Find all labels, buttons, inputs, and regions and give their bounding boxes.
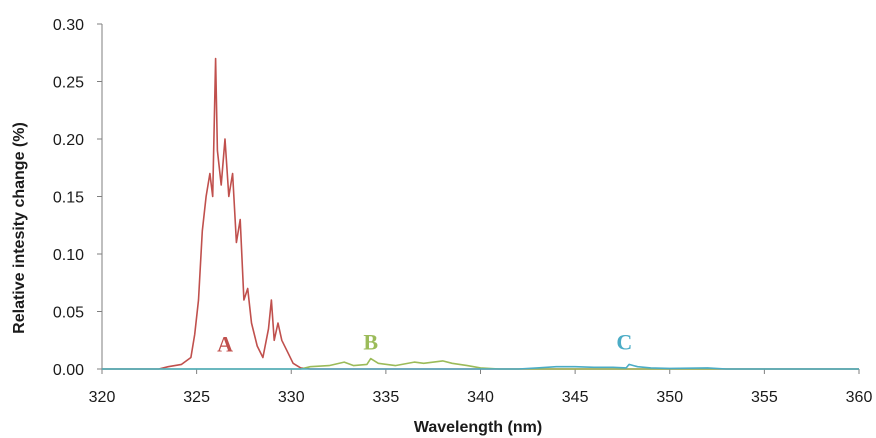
x-tick-label: 355 [751, 389, 778, 406]
y-tick-label: 0.05 [53, 305, 84, 322]
x-axis: 320 325 330 335 340 345 350 355 360 [89, 368, 873, 406]
series-line-1 [102, 357, 859, 370]
y-tick-label: 0.15 [53, 190, 84, 207]
y-tick-label: 0.25 [53, 75, 84, 92]
x-tick-label: 335 [373, 389, 400, 406]
annotation-label-b: B [363, 329, 378, 354]
x-tick-label: 330 [278, 389, 305, 406]
x-tick-label: 345 [562, 389, 589, 406]
annotation-layer: A B C [217, 329, 632, 356]
y-tick-label: 0.10 [53, 247, 84, 264]
y-axis: 0.00 0.05 0.10 0.15 0.20 0.25 0.30 [53, 17, 103, 379]
x-tick-label: 320 [89, 389, 116, 406]
y-axis-title: Relative intesity change (%) [11, 122, 28, 334]
x-tick-label: 350 [656, 389, 683, 406]
annotation-label-a: A [217, 332, 233, 357]
series-line-2 [102, 363, 859, 370]
y-tick-label: 0.30 [53, 17, 84, 34]
series-layer [102, 57, 859, 370]
x-tick-label: 325 [183, 389, 210, 406]
x-tick-label: 340 [467, 389, 494, 406]
x-axis-title: Wavelength (nm) [414, 419, 542, 436]
y-tick-label: 0.00 [53, 362, 84, 379]
y-tick-label: 0.20 [53, 132, 84, 149]
series-line-0 [102, 57, 859, 370]
annotation-label-c: C [616, 329, 632, 354]
x-tick-label: 360 [846, 389, 873, 406]
